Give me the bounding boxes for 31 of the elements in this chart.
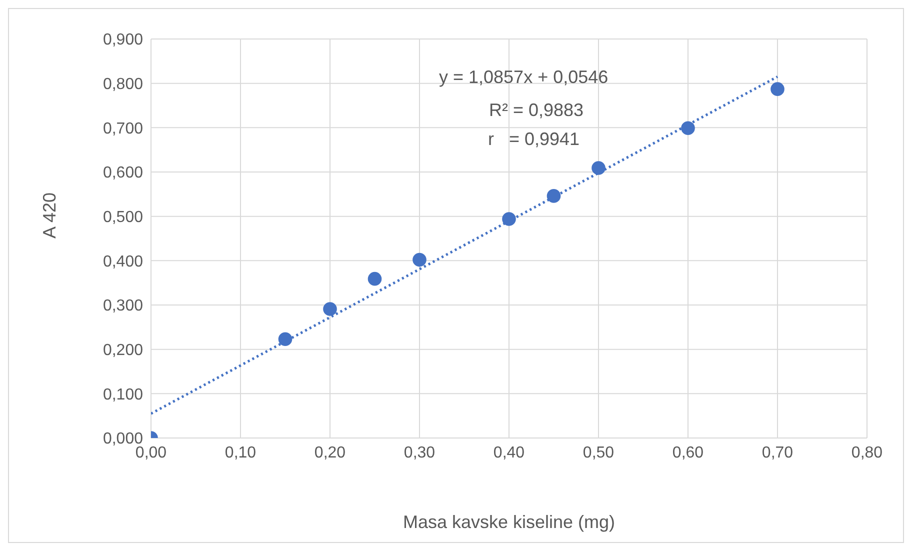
x-tick-label: 0,60 bbox=[672, 444, 704, 462]
x-tick-label: 0,80 bbox=[851, 444, 883, 462]
point bbox=[502, 212, 516, 226]
y-tick-label: 0,600 bbox=[102, 164, 144, 182]
point bbox=[368, 272, 382, 286]
x-tick-label: 0,70 bbox=[762, 444, 794, 462]
annotation: y = 1,0857x + 0,0546 bbox=[439, 67, 608, 88]
x-tick-label: 0,50 bbox=[582, 444, 614, 462]
y-tick-label: 0,900 bbox=[102, 32, 144, 49]
point bbox=[278, 332, 292, 346]
y-tick-label: 0,400 bbox=[102, 253, 144, 270]
y-tick-label: 0,800 bbox=[102, 76, 144, 94]
y-tick-label: 0,300 bbox=[102, 298, 144, 315]
x-tick-label: 0,30 bbox=[404, 444, 436, 462]
annotation: R² = 0,9883 bbox=[489, 100, 584, 121]
annotation: r = 0,9941 bbox=[488, 129, 580, 150]
y-tick-label: 0,700 bbox=[102, 120, 144, 138]
y-tick-label: 0,100 bbox=[102, 386, 144, 404]
point bbox=[592, 161, 606, 175]
x-tick-label: 0,20 bbox=[314, 444, 346, 462]
x-tick-label: 0,40 bbox=[493, 444, 525, 462]
y-tick-label: 0,200 bbox=[102, 342, 144, 360]
y-tick-label: 0,500 bbox=[102, 209, 144, 226]
point bbox=[412, 252, 426, 267]
point bbox=[323, 302, 337, 316]
x-axis-title: Masa kavske kiseline (mg) bbox=[402, 512, 616, 532]
point bbox=[546, 189, 561, 203]
y-axis-title: A 420 bbox=[39, 192, 60, 238]
point bbox=[681, 121, 695, 136]
point bbox=[770, 82, 784, 96]
x-tick-label: 0,10 bbox=[224, 444, 256, 462]
